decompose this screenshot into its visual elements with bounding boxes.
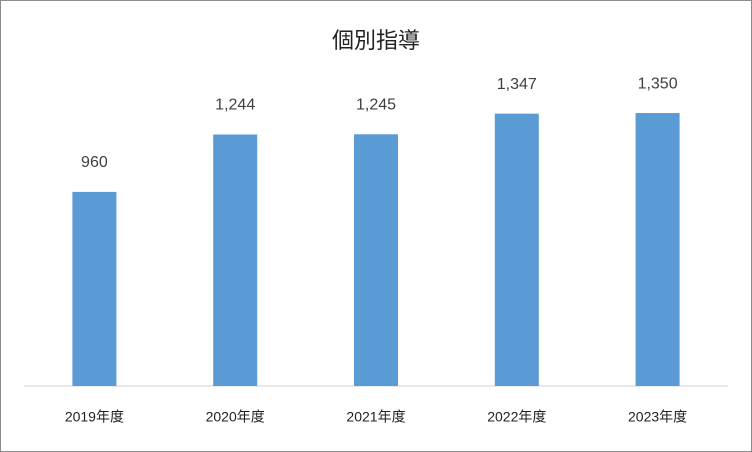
value-label: 960 [81,154,108,171]
x-tick-label: 2019年度 [65,409,124,425]
bar [213,134,258,386]
x-tick-label: 2021年度 [346,409,405,425]
chart-title: 個別指導 [332,28,420,53]
x-tick-label: 2022年度 [487,409,546,425]
x-tick-label: 2023年度 [628,409,687,425]
bar [635,113,680,386]
value-label: 1,350 [638,75,678,92]
x-tick-label: 2020年度 [206,409,265,425]
value-label: 1,347 [497,76,537,93]
bar [354,134,398,386]
bar [72,191,117,386]
value-label: 1,245 [356,96,396,113]
bar [494,113,539,386]
value-label: 1,244 [215,97,255,114]
